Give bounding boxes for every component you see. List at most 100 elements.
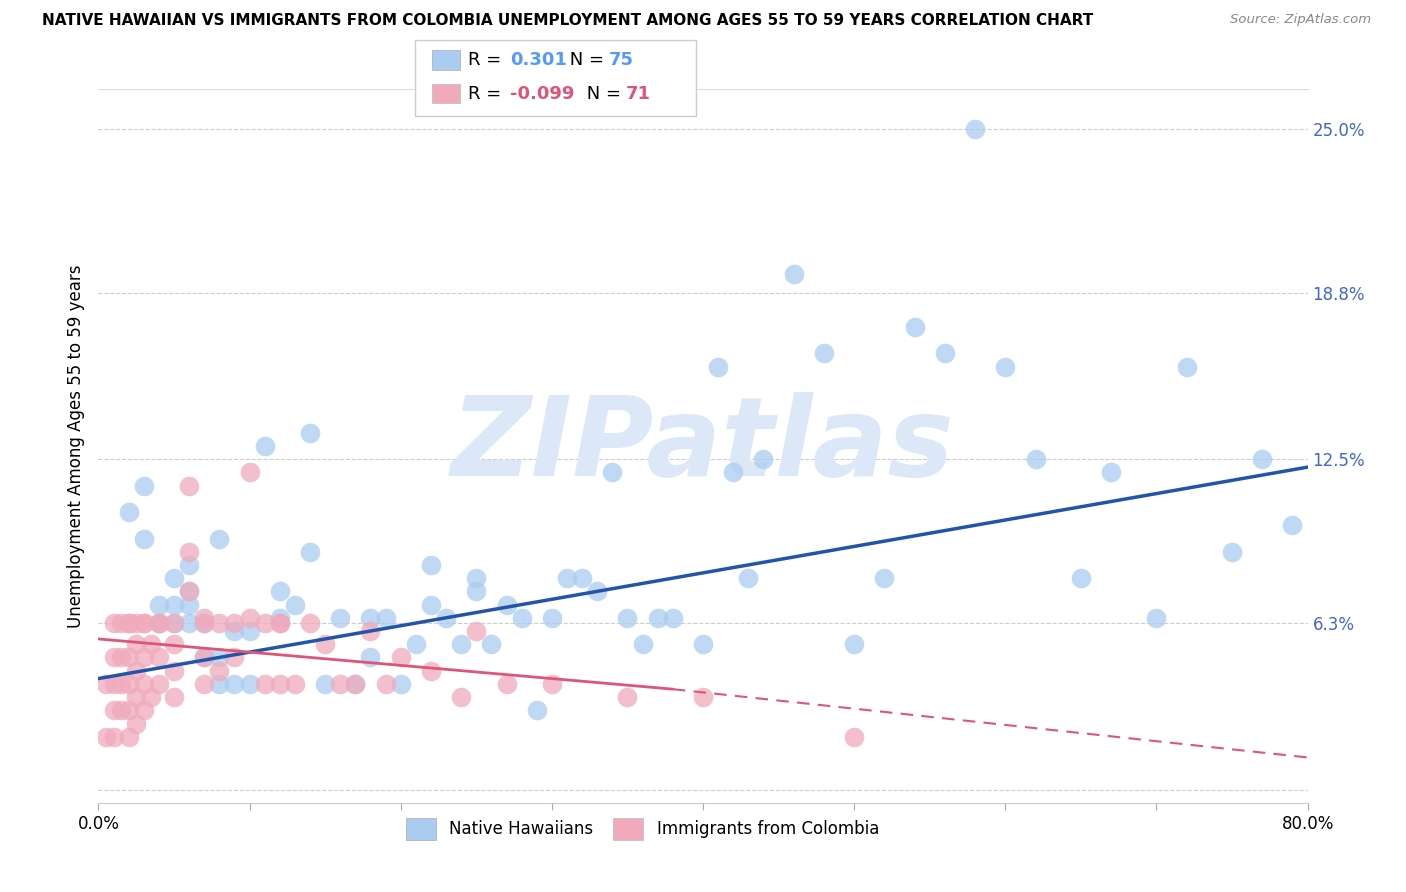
Text: N =: N = (564, 51, 610, 69)
Point (360, 611, 382, 625)
Point (1175, 359, 1198, 374)
Point (616, 611, 638, 625)
Point (692, 637, 714, 651)
Text: 75: 75 (609, 51, 634, 69)
Point (1220, 545, 1243, 559)
Text: -0.099: -0.099 (510, 85, 575, 103)
Point (239, 677, 262, 691)
Point (179, 616, 201, 631)
Point (125, 637, 148, 651)
Point (647, 611, 669, 625)
Point (661, 611, 683, 625)
Point (193, 616, 215, 631)
Point (269, 677, 291, 691)
Point (103, 703, 125, 717)
Point (125, 690, 148, 704)
Point (163, 616, 186, 631)
Text: 0.301: 0.301 (510, 51, 567, 69)
Point (783, 267, 806, 281)
Point (631, 637, 654, 651)
Point (360, 624, 382, 638)
Point (904, 320, 927, 334)
Point (193, 650, 215, 665)
Point (571, 571, 593, 585)
Point (752, 452, 775, 467)
Point (495, 598, 517, 612)
Point (179, 598, 201, 612)
Y-axis label: Unemployment Among Ages 55 to 59 years: Unemployment Among Ages 55 to 59 years (66, 264, 84, 628)
Point (1024, 452, 1046, 467)
Point (163, 690, 186, 704)
Point (148, 616, 170, 631)
Point (110, 703, 132, 717)
Point (118, 616, 141, 631)
Point (344, 677, 367, 691)
Point (163, 598, 186, 612)
Point (208, 677, 231, 691)
Point (179, 584, 201, 599)
Point (179, 545, 201, 559)
Point (465, 571, 488, 585)
Point (707, 359, 730, 374)
Point (723, 466, 745, 480)
Point (602, 466, 624, 480)
Point (224, 677, 246, 691)
Point (465, 584, 488, 599)
Point (1251, 452, 1274, 467)
Point (269, 616, 291, 631)
Point (284, 677, 307, 691)
Point (844, 637, 866, 651)
Point (163, 616, 186, 631)
Point (1070, 571, 1092, 585)
Point (132, 532, 155, 546)
Point (141, 637, 163, 651)
Point (420, 598, 443, 612)
Point (374, 611, 396, 625)
Point (224, 624, 246, 638)
Text: R =: R = (468, 85, 508, 103)
Point (132, 616, 155, 631)
Point (934, 346, 956, 360)
Text: Source: ZipAtlas.com: Source: ZipAtlas.com (1230, 13, 1371, 27)
Point (125, 664, 148, 678)
Point (994, 359, 1017, 374)
Point (163, 664, 186, 678)
Point (616, 690, 638, 704)
Point (193, 611, 215, 625)
Point (193, 677, 215, 691)
Point (344, 677, 367, 691)
Point (253, 616, 276, 631)
Point (1144, 611, 1167, 625)
Point (110, 650, 132, 665)
Point (148, 650, 170, 665)
Point (253, 677, 276, 691)
Point (389, 677, 412, 691)
Point (193, 616, 215, 631)
Point (481, 637, 503, 651)
Point (132, 478, 155, 492)
Point (329, 677, 352, 691)
Point (540, 677, 562, 691)
Point (873, 571, 896, 585)
Point (510, 611, 533, 625)
Point (253, 439, 276, 453)
Point (299, 616, 322, 631)
Point (420, 664, 443, 678)
Point (179, 558, 201, 572)
Point (118, 730, 141, 744)
Point (434, 611, 457, 625)
Point (586, 584, 609, 599)
Point (118, 616, 141, 631)
Point (239, 466, 262, 480)
Point (118, 703, 141, 717)
Point (465, 624, 488, 638)
Point (103, 650, 125, 665)
Point (110, 677, 132, 691)
Point (540, 611, 562, 625)
Point (269, 616, 291, 631)
Point (314, 637, 336, 651)
Point (118, 650, 141, 665)
Point (360, 650, 382, 665)
Point (239, 611, 262, 625)
Legend: Native Hawaiians, Immigrants from Colombia: Native Hawaiians, Immigrants from Colomb… (398, 810, 887, 848)
